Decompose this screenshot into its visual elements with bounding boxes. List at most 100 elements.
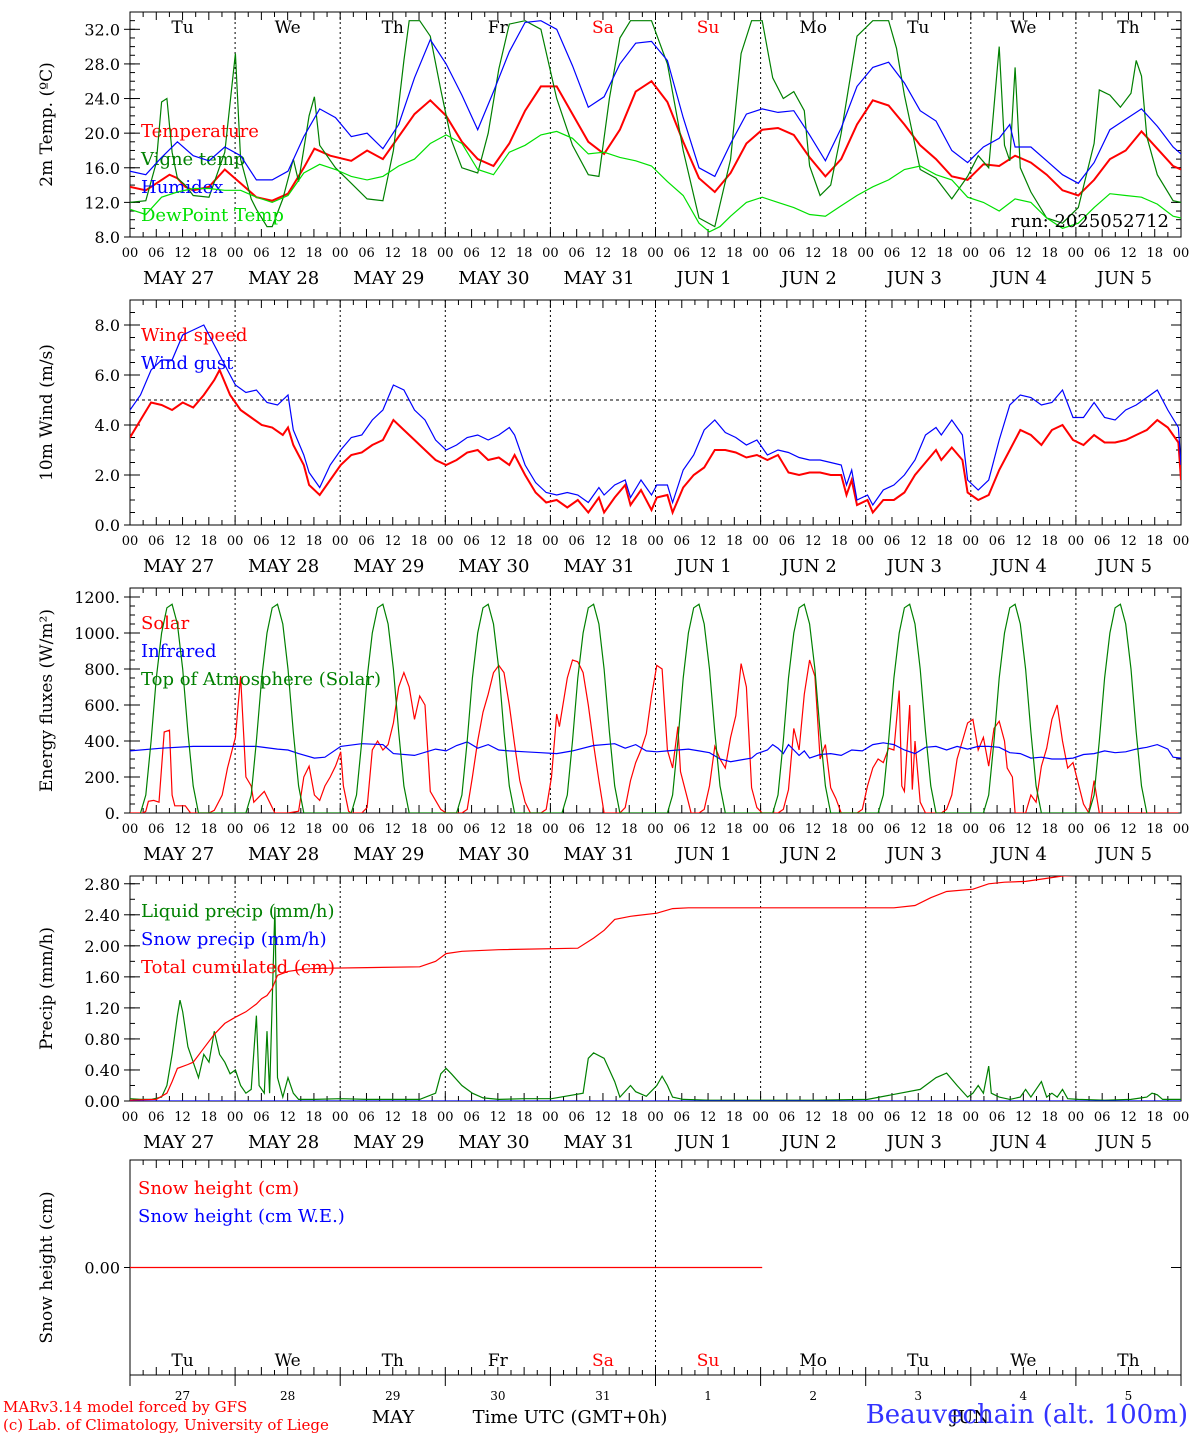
hour-tick-label: 06 <box>779 1110 796 1125</box>
date-label: JUN 2 <box>779 268 836 289</box>
hour-tick-label: 18 <box>726 246 743 261</box>
hour-tick-label: 18 <box>1041 246 1058 261</box>
hour-tick-label: 12 <box>1015 534 1032 549</box>
y-tick-label: 0.40 <box>84 1061 120 1080</box>
day-label: Mo <box>799 1351 827 1371</box>
hour-tick-label: 18 <box>1146 1110 1163 1125</box>
hour-tick-label: 12 <box>174 246 191 261</box>
y-tick-label: 0. <box>105 804 120 823</box>
day-number: 3 <box>914 1389 922 1403</box>
hour-tick-label: 18 <box>621 822 638 837</box>
date-label: MAY 30 <box>458 556 529 577</box>
date-label: MAY 28 <box>248 268 319 289</box>
hour-tick-label: 18 <box>1146 822 1163 837</box>
date-label: MAY 30 <box>458 844 529 865</box>
hour-tick-label: 00 <box>122 534 139 549</box>
date-label: MAY 27 <box>143 556 214 577</box>
hour-tick-label: 18 <box>936 534 953 549</box>
day-number: 28 <box>280 1389 295 1403</box>
date-label: JUN 5 <box>1095 556 1152 577</box>
day-label: We <box>1010 1351 1036 1371</box>
hour-tick-label: 12 <box>805 822 822 837</box>
day-label: Th <box>1117 18 1139 38</box>
hour-tick-label: 00 <box>227 822 244 837</box>
hour-tick-label: 18 <box>1041 1110 1058 1125</box>
y-axis-label: Precip (mm/h) <box>37 927 57 1050</box>
hour-tick-label: 00 <box>752 1110 769 1125</box>
series-line <box>130 20 1181 228</box>
y-tick-label: 32.0 <box>84 20 120 39</box>
hour-tick-label: 00 <box>963 822 980 837</box>
day-label: Tu <box>171 18 193 38</box>
hour-tick-label: 00 <box>1173 534 1190 549</box>
hour-tick-label: 00 <box>1173 246 1190 261</box>
date-label: JUN 4 <box>990 268 1047 289</box>
series-line <box>130 906 1181 1101</box>
day-label: Tu <box>907 1351 929 1371</box>
date-label: JUN 3 <box>885 844 942 865</box>
hour-tick-label: 18 <box>1041 822 1058 837</box>
date-label: JUN 4 <box>990 556 1047 577</box>
day-number: 2 <box>809 1389 817 1403</box>
y-tick-label: 4.0 <box>95 416 120 435</box>
hour-tick-label: 12 <box>595 246 612 261</box>
hour-tick-label: 06 <box>674 534 691 549</box>
y-tick-label: 400. <box>84 732 120 751</box>
date-label: MAY 31 <box>563 556 634 577</box>
hour-tick-label: 12 <box>700 534 717 549</box>
hour-tick-label: 06 <box>358 246 375 261</box>
date-label: JUN 3 <box>885 1132 942 1153</box>
hour-tick-label: 12 <box>700 822 717 837</box>
hour-tick-label: 12 <box>910 1110 927 1125</box>
series-line <box>130 130 1181 233</box>
date-label: MAY 28 <box>248 556 319 577</box>
hour-tick-label: 06 <box>253 246 270 261</box>
hour-tick-label: 12 <box>910 246 927 261</box>
date-label: MAY 29 <box>353 556 424 577</box>
hour-tick-label: 12 <box>910 822 927 837</box>
legend-entry: DewPoint Temp <box>141 205 284 226</box>
station-name: Beauvechain (alt. 100m) <box>865 1400 1188 1430</box>
hour-tick-label: 00 <box>1173 1110 1190 1125</box>
y-tick-label: 0.80 <box>84 1030 120 1049</box>
y-tick-label: 2.00 <box>84 937 120 956</box>
hour-tick-label: 06 <box>989 822 1006 837</box>
hour-tick-label: 18 <box>201 246 218 261</box>
time-axis-label: Time UTC (GMT+0h) <box>473 1407 668 1428</box>
hour-tick-label: 00 <box>857 246 874 261</box>
hour-tick-label: 00 <box>1068 534 1085 549</box>
hour-tick-label: 06 <box>148 246 165 261</box>
hour-tick-label: 00 <box>122 1110 139 1125</box>
hour-tick-label: 06 <box>358 822 375 837</box>
day-number: 1 <box>704 1389 712 1403</box>
hour-tick-label: 12 <box>384 534 401 549</box>
hour-tick-label: 18 <box>306 1110 323 1125</box>
date-label: JUN 5 <box>1095 1132 1152 1153</box>
series-line <box>130 659 1179 813</box>
hour-tick-label: 12 <box>805 1110 822 1125</box>
day-label: Tu <box>907 18 929 38</box>
hour-tick-label: 12 <box>279 1110 296 1125</box>
hour-tick-label: 06 <box>989 534 1006 549</box>
hour-tick-label: 12 <box>595 1110 612 1125</box>
hour-tick-label: 00 <box>1068 822 1085 837</box>
y-tick-label: 200. <box>84 768 120 787</box>
hour-tick-label: 12 <box>279 534 296 549</box>
date-label: MAY 27 <box>143 844 214 865</box>
hour-tick-label: 06 <box>884 822 901 837</box>
hour-tick-label: 18 <box>831 534 848 549</box>
month-label: MAY <box>372 1407 416 1428</box>
hour-tick-label: 18 <box>201 1110 218 1125</box>
series-line <box>130 20 1181 185</box>
hour-tick-label: 00 <box>332 246 349 261</box>
legend-entry: Wind gust <box>141 353 234 374</box>
y-tick-label: 16.0 <box>84 159 120 178</box>
day-label: Sa <box>592 18 614 38</box>
hour-tick-label: 12 <box>1015 246 1032 261</box>
hour-tick-label: 00 <box>647 822 664 837</box>
date-label: JUN 2 <box>779 556 836 577</box>
series-line <box>130 324 1181 507</box>
date-label: JUN 1 <box>674 1132 731 1153</box>
model-line: MARv3.14 model forced by GFS <box>3 1398 248 1416</box>
hour-tick-label: 12 <box>174 1110 191 1125</box>
